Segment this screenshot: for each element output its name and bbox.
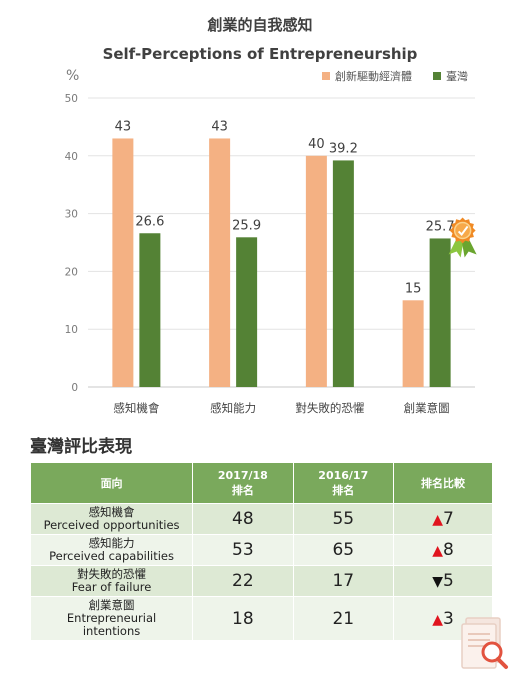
aspect-cell: 對失敗的恐懼 Fear of failure <box>29 565 194 597</box>
bar-0-2 <box>305 155 327 387</box>
aspect-en: Perceived opportunities <box>43 518 180 532</box>
data-label-0-3: 15 <box>405 281 422 296</box>
y-tick-label: 40 <box>65 151 78 163</box>
header-2017-rank: 排名 <box>231 484 254 497</box>
data-label-1-1: 25.9 <box>232 218 261 233</box>
chart-title-en: Self-Perceptions of Entrepreneurship <box>102 45 418 63</box>
rank-2016-cell: 21 <box>292 596 395 641</box>
chart-title-block: 創業的自我感知 Self-Perceptions of Entrepreneur… <box>0 14 520 66</box>
data-label-1-3: 25.7 <box>426 219 455 234</box>
aspect-en: Entrepreneurial intentions <box>66 611 157 638</box>
header-2017: 2017/18 排名 <box>192 462 294 504</box>
legend-swatch-1 <box>433 72 441 80</box>
up-triangle-icon: ▲ <box>432 543 443 559</box>
header-2016: 2016/17 排名 <box>292 462 395 504</box>
rank-change-cell: ▲8 <box>393 534 493 566</box>
legend-swatch-0 <box>322 72 330 80</box>
bar-1-2 <box>332 160 354 387</box>
data-label-1-0: 26.6 <box>135 214 164 229</box>
aspect-zh: 對失敗的恐懼 <box>77 567 147 581</box>
table-title: 臺灣評比表現 <box>30 437 132 457</box>
y-axis-unit-label: % <box>66 68 79 84</box>
legend-label-0: 創新驅動經濟體 <box>335 69 412 83</box>
award-medal-icon <box>448 217 477 258</box>
chart-title-zh: 創業的自我感知 <box>207 16 313 34</box>
table-row: 創業意圖 Entrepreneurial intentions 18 21 ▲3 <box>29 596 493 641</box>
data-label-0-2: 40 <box>308 137 325 152</box>
up-triangle-icon: ▲ <box>432 611 443 628</box>
bar-1-3 <box>429 238 451 387</box>
rank-2016-cell: 65 <box>292 534 395 566</box>
rank-change-value: 8 <box>442 540 454 560</box>
aspect-cell: 感知機會 Perceived opportunities <box>29 503 194 535</box>
x-tick-label-1: 感知能力 <box>210 401 256 415</box>
table-row: 感知機會 Perceived opportunities 48 55 ▲7 <box>29 503 493 535</box>
aspect-zh: 感知能力 <box>88 536 135 550</box>
bar-0-3 <box>402 300 424 387</box>
x-tick-label-0: 感知機會 <box>113 401 159 415</box>
rank-change-cell: ▼5 <box>393 565 493 597</box>
aspect-cell: 感知能力 Perceived capabilities <box>29 534 194 566</box>
table-row: 對失敗的恐懼 Fear of failure 22 17 ▼5 <box>29 565 493 597</box>
aspect-cell: 創業意圖 Entrepreneurial intentions <box>29 596 194 641</box>
bar-0-1 <box>209 138 231 387</box>
rank-2017-cell: 22 <box>192 565 294 597</box>
y-tick-label: 0 <box>71 382 78 394</box>
legend-label-1: 臺灣 <box>446 69 468 83</box>
aspect-en: Fear of failure <box>71 580 152 594</box>
header-compare: 排名比較 <box>393 462 493 504</box>
rank-2016-cell: 17 <box>292 565 395 597</box>
document-search-icon <box>461 617 508 669</box>
y-tick-label: 10 <box>65 324 78 336</box>
up-triangle-icon: ▲ <box>432 512 443 528</box>
x-tick-label-2: 對失敗的恐懼 <box>295 401 364 415</box>
aspect-zh: 創業意圖 <box>88 598 135 612</box>
header-2017-year: 2017/18 <box>217 469 268 482</box>
rank-2016-cell: 55 <box>292 503 395 535</box>
rank-change-value: 3 <box>442 608 454 629</box>
table-header-row: 面向 2017/18 排名 2016/17 排名 排名比較 <box>29 462 493 504</box>
rank-2017-cell: 18 <box>192 596 294 641</box>
header-2016-rank: 排名 <box>332 484 355 497</box>
ranking-table: 面向 2017/18 排名 2016/17 排名 排名比較 感知機會 Percei… <box>29 462 493 641</box>
rank-change-value: 5 <box>442 571 454 591</box>
rank-change-cell: ▲7 <box>393 503 493 535</box>
aspect-en: Perceived capabilities <box>49 549 174 563</box>
rank-change-value: 7 <box>442 509 454 529</box>
rank-2017-cell: 48 <box>192 503 294 535</box>
y-tick-label: 50 <box>65 93 78 105</box>
table-row: 感知能力 Perceived capabilities 53 65 ▲8 <box>29 534 493 566</box>
y-tick-label: 20 <box>65 266 78 278</box>
rank-2017-cell: 53 <box>192 534 294 566</box>
bar-1-1 <box>236 237 258 387</box>
bar-chart: % 0 10 20 30 40 50 創新驅動經濟體 臺灣 43 26.6 感知機會 43 25.9 感知能… <box>65 68 477 415</box>
y-tick-label: 30 <box>65 209 78 221</box>
down-triangle-icon: ▼ <box>432 574 443 590</box>
header-2016-year: 2016/17 <box>318 469 369 482</box>
header-aspect: 面向 <box>29 462 194 504</box>
data-label-0-0: 43 <box>115 119 132 134</box>
data-label-0-1: 43 <box>211 119 228 134</box>
aspect-zh: 感知機會 <box>88 505 135 519</box>
data-label-1-2: 39.2 <box>329 141 358 156</box>
bar-1-0 <box>139 233 161 387</box>
x-tick-label-3: 創業意圖 <box>404 401 450 415</box>
bar-0-0 <box>112 138 134 387</box>
